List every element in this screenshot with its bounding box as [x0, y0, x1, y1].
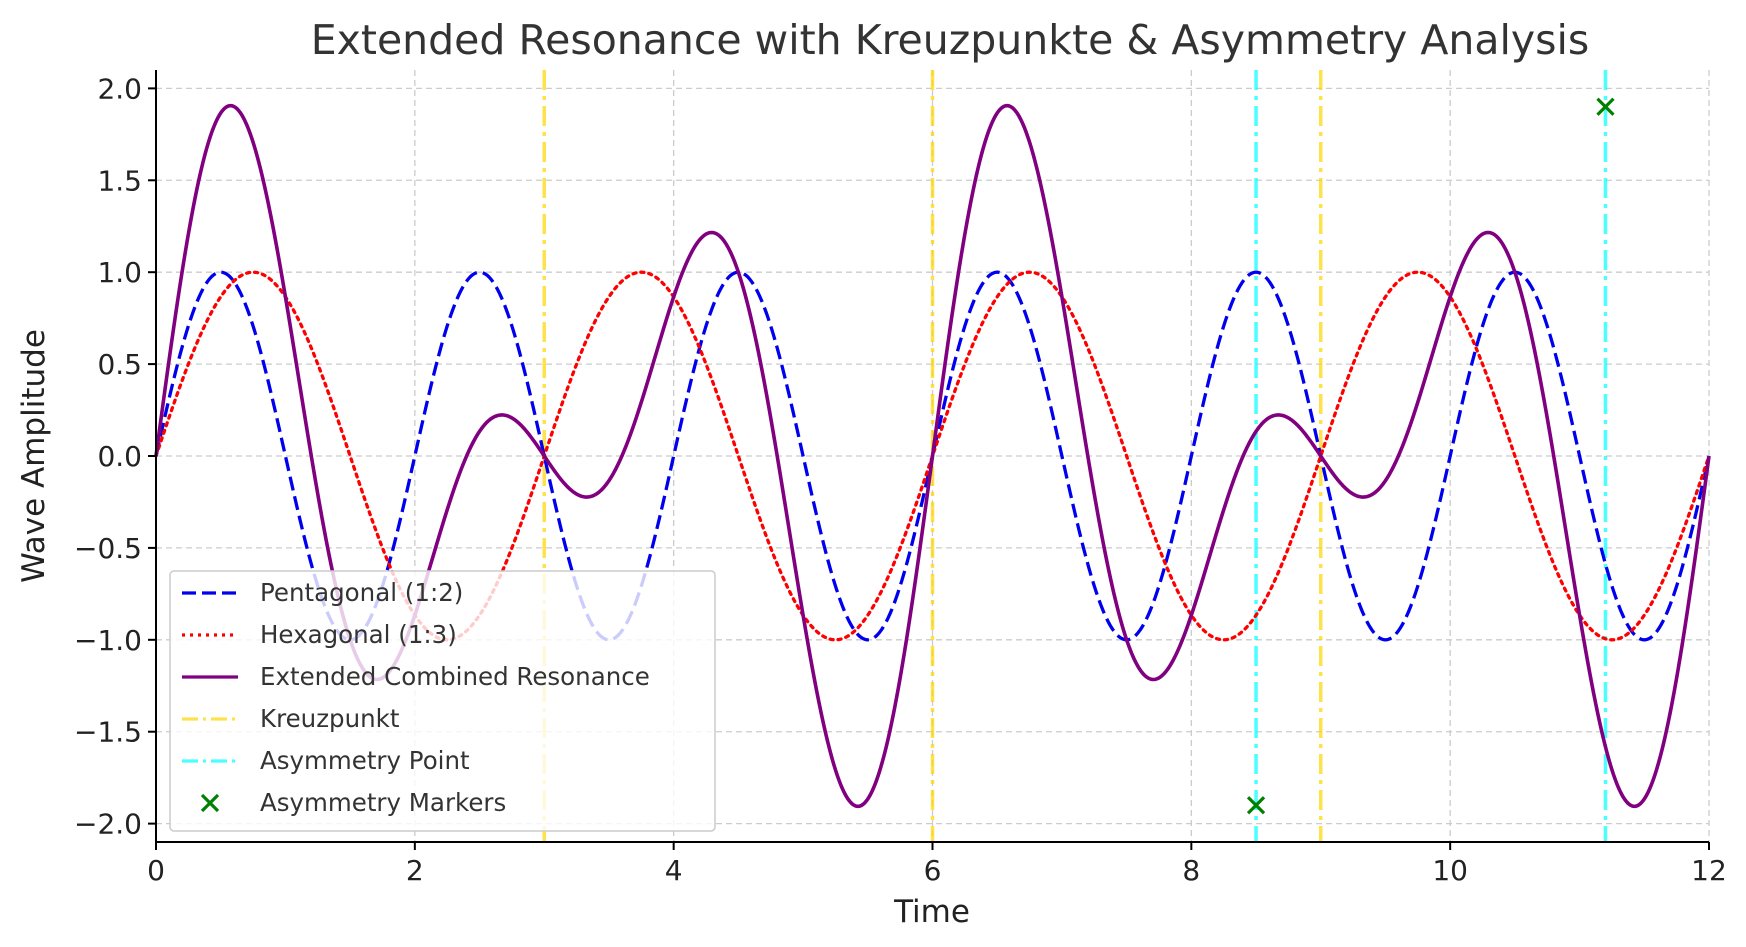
x-tick-label: 6: [924, 854, 942, 887]
y-tick-label: −0.5: [74, 532, 142, 565]
x-tick-label: 4: [665, 854, 683, 887]
y-tick-label: −1.5: [74, 716, 142, 749]
y-tick-label: 0.5: [97, 348, 142, 381]
legend-label: Asymmetry Point: [260, 746, 470, 775]
y-tick-label: 1.0: [97, 256, 142, 289]
y-ticks: 2.0 1.5 1.0 0.5 0.0 −0.5 −1.0 −1.5 −2.0: [74, 72, 156, 841]
legend-item: Kreuzpunkt: [182, 704, 400, 733]
legend-label: Pentagonal (1:2): [260, 578, 463, 607]
asymmetry-marker: [1246, 796, 1266, 815]
legend-label: Asymmetry Markers: [260, 788, 506, 817]
legend-item: Asymmetry Markers: [200, 788, 506, 817]
chart-title: Extended Resonance with Kreuzpunkte & As…: [311, 16, 1590, 64]
asymmetry-markers: [1246, 97, 1615, 815]
legend-item: Extended Combined Resonance: [182, 662, 650, 691]
y-tick-label: 2.0: [97, 72, 142, 105]
y-tick-label: 1.5: [97, 164, 142, 197]
x-axis-label: Time: [893, 894, 970, 930]
x-tick-label: 2: [406, 854, 424, 887]
asymmetry-marker: [1596, 97, 1615, 116]
y-tick-label: −2.0: [74, 808, 142, 841]
y-tick-label: 0.0: [97, 440, 142, 473]
legend-item: Asymmetry Point: [182, 746, 470, 775]
x-tick-label: 0: [147, 854, 165, 887]
legend-swatch: [200, 793, 220, 813]
legend-box: [169, 570, 716, 832]
legend-item: Pentagonal (1:2): [182, 578, 463, 607]
legend: Pentagonal (1:2) Hexagonal (1:3) Extended …: [169, 570, 716, 832]
x-tick-label: 12: [1691, 854, 1727, 887]
legend-label: Extended Combined Resonance: [260, 662, 650, 691]
y-tick-label: −1.0: [74, 624, 142, 657]
legend-item: Hexagonal (1:3): [182, 620, 457, 649]
legend-label: Hexagonal (1:3): [260, 620, 457, 649]
x-tick-label: 8: [1182, 854, 1200, 887]
y-axis-label: Wave Amplitude: [16, 329, 52, 583]
x-tick-label: 10: [1432, 854, 1468, 887]
legend-label: Kreuzpunkt: [260, 704, 400, 733]
x-ticks: 0 2 4 6 8 10 12: [147, 842, 1727, 887]
